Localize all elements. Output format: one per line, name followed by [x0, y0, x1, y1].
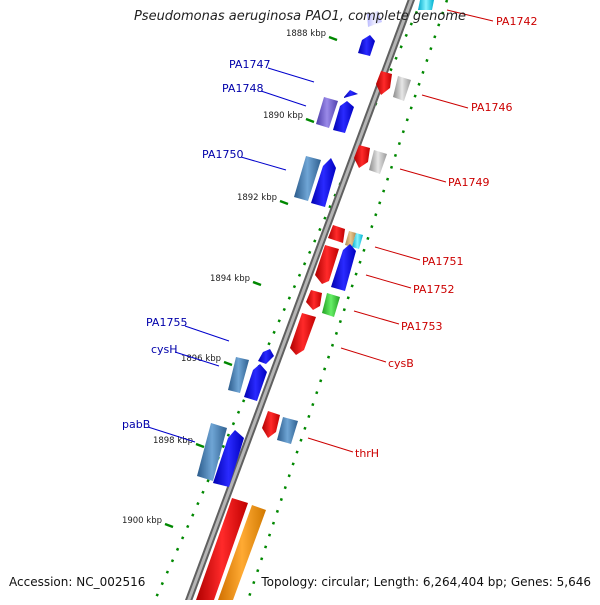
gene-pa1750b-feature[interactable] [311, 158, 336, 207]
gene-label-pa1747[interactable]: PA1747 [229, 58, 270, 71]
gene-thrh-feature[interactable] [277, 417, 298, 444]
gene-label-pa1742[interactable]: PA1742 [496, 15, 537, 28]
outer-track-dots [246, 0, 449, 601]
map-title: Pseudomonas aeruginosa PAO1, complete ge… [133, 9, 467, 24]
tick-1892-label: 1892 kbp [237, 193, 277, 203]
gene-label-pa1751[interactable]: PA1751 [422, 255, 463, 268]
gene-pa1746-feature[interactable] [393, 76, 411, 101]
gene-bottom-orange-feature[interactable] [218, 505, 266, 600]
gene-pa1744-feature[interactable] [358, 35, 375, 56]
tick-1900-mark [164, 522, 174, 529]
gene-label-pa1753[interactable]: PA1753 [401, 320, 442, 333]
gene-pa1750-feature[interactable] [294, 156, 321, 201]
gene-pa1751b-feature[interactable] [345, 231, 356, 247]
tick-1894-mark [252, 280, 262, 287]
gene-pa1749-feature[interactable] [369, 150, 387, 174]
tick-1888-mark [328, 35, 338, 42]
gene-pa1752a-feature[interactable] [315, 245, 339, 284]
gene-cysh-feature[interactable] [228, 357, 249, 393]
gene-pabb-b-feature[interactable] [213, 430, 244, 487]
gene-pa1753a-feature[interactable] [306, 290, 322, 310]
tick-1900-label: 1900 kbp [122, 516, 162, 526]
gene-label-cysh[interactable]: cysH [151, 343, 178, 356]
gene-pa1748b-feature[interactable] [333, 101, 354, 133]
gene-label-pa1746[interactable]: PA1746 [471, 101, 512, 114]
tick-1896-mark [223, 360, 233, 367]
tick-1892-mark [279, 199, 289, 206]
gene-cysh-b-feature[interactable] [244, 364, 267, 401]
gene-pabb-feature[interactable] [197, 423, 227, 481]
gene-label-pa1748[interactable]: PA1748 [222, 82, 263, 95]
genome-summary-text: Topology: circular; Length: 6,264,404 bp… [261, 575, 591, 589]
gene-label-pa1755[interactable]: PA1755 [146, 316, 187, 329]
gene-pa1751-feature[interactable] [352, 233, 363, 249]
tick-1890-mark [305, 117, 315, 124]
gene-thrh-a-feature[interactable] [262, 411, 280, 438]
gene-label-pa1749[interactable]: PA1749 [448, 176, 489, 189]
tick-1898-label: 1898 kbp [153, 436, 193, 446]
gene-label-pa1752[interactable]: PA1752 [413, 283, 454, 296]
tick-1888-label: 1888 kbp [286, 29, 326, 39]
gene-label-pabb[interactable]: pabB [122, 418, 150, 431]
gene-top-lavender-feature[interactable] [367, 11, 382, 27]
gene-pa1749a-feature[interactable] [354, 145, 370, 168]
gene-label-cysb[interactable]: cysB [388, 357, 414, 370]
gene-bottom-red-feature[interactable] [196, 498, 248, 600]
tick-1890-label: 1890 kbp [263, 111, 303, 121]
tick-1898-mark [195, 442, 205, 449]
accession-text: Accession: NC_002516 [9, 575, 146, 589]
tick-1894-label: 1894 kbp [210, 274, 250, 284]
gene-pa1752-feature[interactable] [331, 244, 356, 291]
gene-pa1742-feature[interactable] [418, 0, 434, 10]
gene-pa1747-feature[interactable] [344, 90, 358, 98]
gene-label-pa1750[interactable]: PA1750 [202, 148, 243, 161]
gene-pa1753-feature[interactable] [322, 293, 340, 317]
gene-pa1748-feature[interactable] [316, 97, 338, 128]
gene-pa1755-feature[interactable] [258, 349, 274, 364]
gene-cysb-feature[interactable] [290, 313, 316, 355]
gene-pa1745-feature[interactable] [376, 71, 392, 95]
gene-pa1751a-feature[interactable] [328, 225, 345, 243]
tick-1896-label: 1896 kbp [181, 354, 221, 364]
gene-label-thrh[interactable]: thrH [355, 447, 379, 460]
